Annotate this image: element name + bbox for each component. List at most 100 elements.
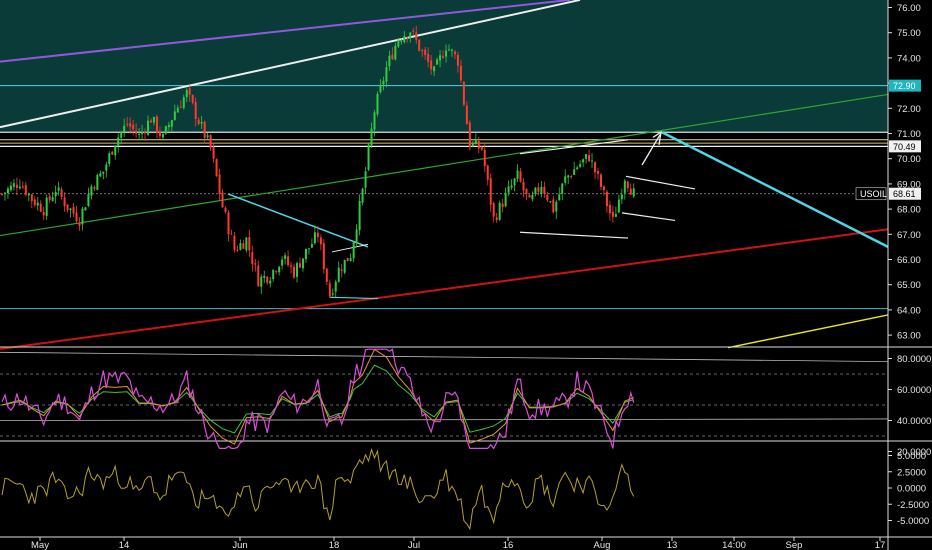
candle-body	[614, 214, 617, 217]
candle-body	[409, 32, 412, 38]
candle-body	[567, 175, 570, 178]
candle-body	[442, 56, 445, 58]
candle-body	[81, 208, 84, 225]
candle-body	[477, 141, 480, 149]
candle-body	[406, 37, 409, 39]
x-tick-label: 13	[667, 540, 678, 550]
candle-body	[319, 237, 322, 245]
candle-body	[301, 258, 304, 269]
candle-body	[379, 84, 382, 93]
rsi-tick-label: 60.0000	[897, 385, 931, 396]
candle-body	[465, 105, 468, 125]
candle-body	[617, 199, 620, 213]
candle-body	[483, 149, 486, 167]
candle-body	[552, 199, 555, 213]
candle-body	[1, 193, 3, 195]
candle-body	[507, 186, 510, 193]
arrow-shaft	[641, 134, 661, 166]
candle-body	[370, 128, 373, 146]
candle-body	[200, 122, 203, 124]
candle-body	[260, 276, 263, 287]
candle-body	[439, 55, 442, 61]
candle-body	[3, 192, 6, 195]
candle-body	[221, 192, 224, 208]
projection-line-cyan	[661, 131, 889, 249]
candle-body	[513, 178, 516, 186]
candle-body	[415, 32, 418, 40]
candle-body	[492, 203, 495, 217]
candle-body	[51, 197, 54, 201]
candle-body	[78, 222, 81, 226]
candle-body	[436, 59, 439, 65]
candle-body	[349, 258, 352, 261]
candle-body	[364, 171, 367, 188]
x-tick-label: Jun	[232, 540, 247, 550]
candle-body	[468, 122, 471, 148]
candle-body	[528, 195, 531, 198]
candle-body	[310, 244, 313, 248]
y-tick-label: 74.00	[897, 53, 921, 64]
y-tick-label: 64.00	[897, 305, 921, 316]
candle-body	[102, 171, 105, 174]
candle-body	[90, 186, 93, 196]
candle-body	[212, 146, 215, 159]
candle-body	[296, 263, 299, 277]
candle-body	[588, 155, 591, 162]
y-tick-label: 69.00	[897, 179, 921, 190]
candle-body	[257, 265, 260, 287]
candle-body	[54, 192, 57, 197]
candle-body	[307, 248, 310, 250]
candle-body	[427, 53, 430, 62]
candle-body	[459, 65, 462, 81]
oscillator-panel	[1, 447, 635, 531]
candle-body	[599, 174, 602, 187]
candle-body	[218, 174, 221, 194]
candle-body	[150, 120, 152, 123]
candles	[1, 25, 635, 299]
candle-body	[185, 89, 188, 98]
resistance-zone	[0, 0, 888, 133]
candle-body	[138, 133, 141, 135]
candle-body	[504, 192, 507, 207]
candle-body	[21, 186, 24, 188]
channel-bottom	[519, 231, 629, 239]
candle-body	[224, 207, 227, 212]
badge-last-price-label: 68.61	[893, 189, 916, 199]
rsi-trendline	[0, 418, 889, 421]
candle-body	[358, 200, 361, 231]
candle-body	[251, 252, 254, 265]
y-tick-label: 72.00	[897, 104, 921, 115]
candle-body	[525, 188, 528, 194]
trendline-yellow	[727, 314, 889, 349]
candle-body	[602, 186, 605, 190]
candle-body	[239, 243, 242, 250]
candle-body	[15, 184, 18, 188]
candle-body	[30, 194, 33, 202]
candle-body	[182, 97, 185, 109]
y-tick-label: 76.00	[897, 3, 921, 14]
candle-body	[209, 135, 212, 148]
candle-body	[632, 188, 635, 197]
candle-body	[287, 256, 290, 266]
candle-body	[474, 139, 477, 145]
osc-tick-label: 2.5000	[897, 467, 926, 478]
wedge-top	[625, 175, 696, 190]
candle-body	[322, 243, 325, 270]
candle-body	[570, 175, 573, 177]
candle-body	[147, 120, 150, 135]
candle-body	[272, 269, 275, 280]
candle-body	[510, 185, 513, 188]
candle-body	[403, 36, 406, 43]
candle-body	[266, 276, 269, 283]
candle-body	[75, 212, 78, 222]
candle-body	[69, 208, 72, 211]
candle-body	[561, 183, 564, 194]
rsi-trendline	[0, 351, 889, 362]
wedge-bottom	[621, 212, 676, 222]
candle-body	[161, 133, 164, 138]
candle-body	[579, 164, 582, 167]
x-tick-label: Jul	[408, 540, 420, 550]
badge-70-49	[889, 140, 921, 153]
